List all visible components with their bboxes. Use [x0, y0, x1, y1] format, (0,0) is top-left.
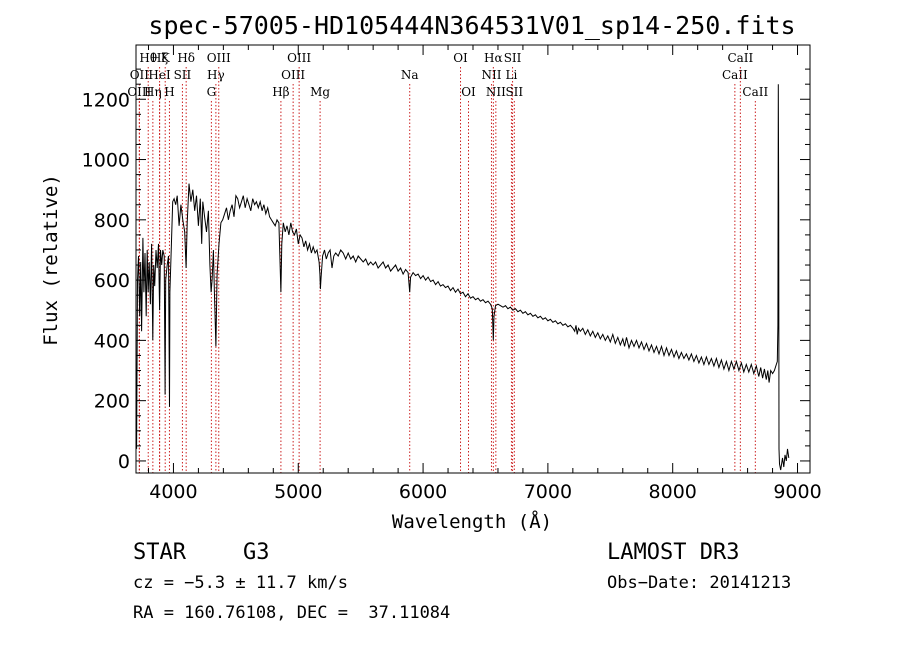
spectral-line-label: OIII	[207, 51, 231, 65]
observation-date: Obs−Date: 20141213	[607, 573, 792, 593]
y-tick-label: 0	[118, 451, 130, 473]
x-tick-label: 5000	[274, 481, 322, 503]
spectral-line-label: Na	[401, 68, 419, 82]
spectral-line-label: Hη	[144, 85, 162, 99]
y-tick-label: 600	[94, 270, 130, 292]
spectral-line-label: H	[164, 85, 174, 99]
spectral-line-label: OI	[461, 85, 476, 99]
spectral-line-label: SII	[505, 85, 523, 99]
spectral-line-label: CaII	[727, 51, 753, 65]
spectral-line-label: Hβ	[272, 85, 289, 99]
coordinates: RA = 160.76108, DEC = 37.11084	[133, 603, 451, 623]
spectral-line-label: NII	[481, 68, 501, 82]
spectral-line-label: NII	[486, 85, 506, 99]
y-tick-label: 1200	[82, 89, 130, 111]
spectral-line-label: Li	[506, 68, 518, 82]
spectral-line-label: CaII	[742, 85, 768, 99]
y-tick-label: 1000	[82, 150, 130, 172]
spectral-line-label: OI	[453, 51, 468, 65]
spectral-line-label: Hξ	[151, 51, 168, 65]
spectral-line-label: OII	[130, 68, 150, 82]
x-tick-label: 7000	[524, 481, 572, 503]
spectral-line-label: Hα	[484, 51, 503, 65]
spectral-line-label: OIII	[287, 51, 311, 65]
spectral-line-label: Mg	[310, 85, 330, 99]
spectral-line-label: Hδ	[177, 51, 195, 65]
x-tick-label: 6000	[399, 481, 447, 503]
spectral-line-label: G	[207, 85, 217, 99]
spectral-line-label: OIII	[127, 85, 151, 99]
x-tick-label: 9000	[773, 481, 821, 503]
spectral-line-label: SII	[504, 51, 522, 65]
spectral-line-label: OIII	[281, 68, 305, 82]
axis-ticks: 4000 5000 6000 7000 8000 9000 0 200 400 600 800 100…	[82, 45, 822, 503]
survey-name: LAMOST DR3	[607, 540, 740, 565]
chart-title: spec-57005-HD105444N364531V01_sp14-250.f…	[148, 11, 795, 40]
x-tick-label: 8000	[649, 481, 697, 503]
redshift-value: cz = −5.3 ± 11.7 km/s	[133, 573, 348, 593]
y-tick-label: 400	[94, 330, 130, 352]
spectral-line-label: Hθ	[139, 51, 157, 65]
spectral-line-label: HeI	[148, 68, 171, 82]
x-tick-label: 4000	[149, 481, 197, 503]
spectral-lines: HθOIIOIIIHηHξHeIKHSIIHδGHγOIIIHβOIIIOIII…	[127, 51, 768, 473]
spectrum-series-line	[135, 84, 790, 471]
spectral-subclass: G3	[243, 540, 270, 565]
object-type: STAR	[133, 540, 186, 565]
spectral-line-label: CaII	[722, 68, 748, 82]
plot-frame	[135, 44, 811, 474]
y-axis-label: Flux (relative)	[40, 174, 62, 346]
x-axis-label: Wavelength (Å)	[392, 510, 552, 533]
spectral-line-label: SII	[174, 68, 192, 82]
spectral-line-label: Hγ	[207, 68, 225, 82]
y-tick-label: 200	[94, 391, 130, 413]
spectral-line-label: K	[161, 51, 171, 65]
y-tick-label: 800	[94, 210, 130, 232]
